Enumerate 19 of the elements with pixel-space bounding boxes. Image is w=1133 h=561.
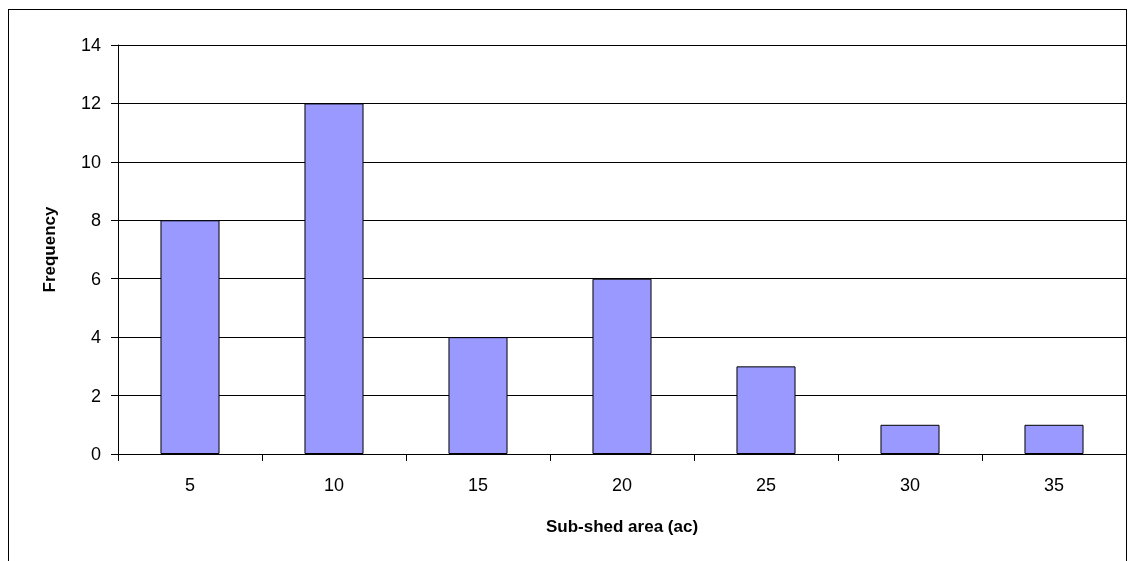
x-tick-label: 25 <box>755 475 777 495</box>
y-axis-title: Frequency <box>40 205 59 293</box>
y-tick-label: 0 <box>90 444 101 464</box>
x-tick-label: 35 <box>1043 475 1065 495</box>
y-tick-label: 12 <box>80 93 101 114</box>
x-axis-title: Sub-shed area (ac) <box>545 517 699 536</box>
x-tick-label: 20 <box>611 475 633 495</box>
x-tick-label: 10 <box>323 475 345 495</box>
x-tick-label: 30 <box>899 475 921 495</box>
x-tick-label: 5 <box>184 475 196 495</box>
y-tick-label: 14 <box>80 35 101 55</box>
y-tick-label: 8 <box>90 210 101 231</box>
x-tick-label: 15 <box>467 475 489 495</box>
bar <box>1024 424 1084 454</box>
bar <box>880 424 940 454</box>
y-tick-label: 4 <box>90 327 101 348</box>
y-tick-label: 6 <box>90 268 101 289</box>
y-tick-label: 2 <box>90 385 101 406</box>
y-tick-label: 10 <box>80 151 101 172</box>
